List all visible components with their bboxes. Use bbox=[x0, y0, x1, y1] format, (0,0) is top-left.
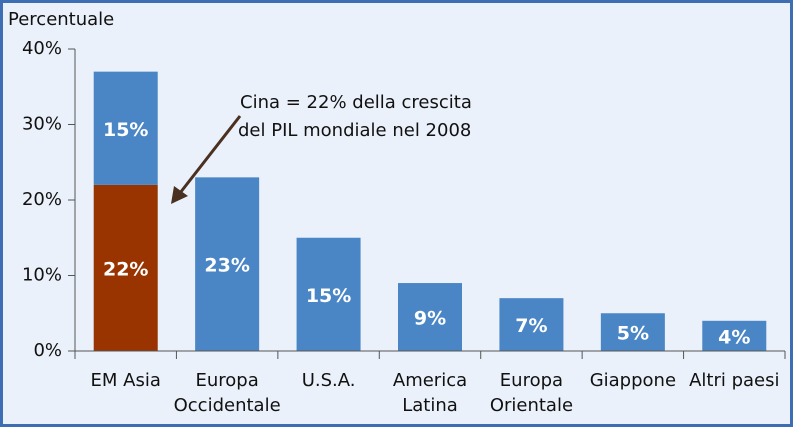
bar bbox=[296, 237, 361, 351]
bar bbox=[195, 177, 260, 351]
bar bbox=[499, 298, 564, 351]
x-tick-label: Latina bbox=[402, 395, 458, 416]
bar bbox=[702, 320, 767, 351]
annotation: del PIL mondiale nel 2008 bbox=[238, 120, 471, 141]
bar bbox=[93, 184, 158, 351]
y-axis-label: Percentuale bbox=[8, 9, 114, 30]
value-label: 5% bbox=[617, 323, 649, 345]
annotation: Cina = 22% della crescita bbox=[240, 92, 472, 113]
y-tick-label: 0% bbox=[33, 340, 62, 361]
value-label: 4% bbox=[718, 326, 750, 348]
bar bbox=[398, 283, 462, 351]
x-tick-label: U.S.A. bbox=[302, 370, 356, 391]
x-tick-label: EM Asia bbox=[91, 370, 161, 391]
x-tick-label: America bbox=[393, 370, 467, 391]
bar bbox=[600, 313, 665, 351]
annotation-arrow bbox=[178, 115, 242, 194]
x-tick-label: Europa bbox=[196, 370, 259, 391]
value-label: 22% bbox=[103, 258, 148, 280]
x-tick-label: Orientale bbox=[490, 395, 573, 416]
value-label: 15% bbox=[103, 119, 148, 141]
x-tick-label: Occidentale bbox=[174, 395, 281, 416]
bar bbox=[93, 71, 158, 185]
value-label: 23% bbox=[204, 255, 249, 277]
x-tick-label: Europa bbox=[500, 370, 563, 391]
x-tick-label: Altri paesi bbox=[689, 370, 779, 391]
x-tick-label: Giappone bbox=[590, 370, 676, 391]
y-tick-label: 40% bbox=[22, 38, 62, 59]
annotation-arrowhead bbox=[171, 186, 188, 204]
y-tick-label: 20% bbox=[22, 189, 62, 210]
value-label: 9% bbox=[414, 308, 446, 330]
value-label: 15% bbox=[306, 285, 351, 307]
y-tick-label: 10% bbox=[22, 265, 62, 286]
y-tick-label: 30% bbox=[22, 114, 62, 135]
value-label: 7% bbox=[515, 315, 547, 337]
